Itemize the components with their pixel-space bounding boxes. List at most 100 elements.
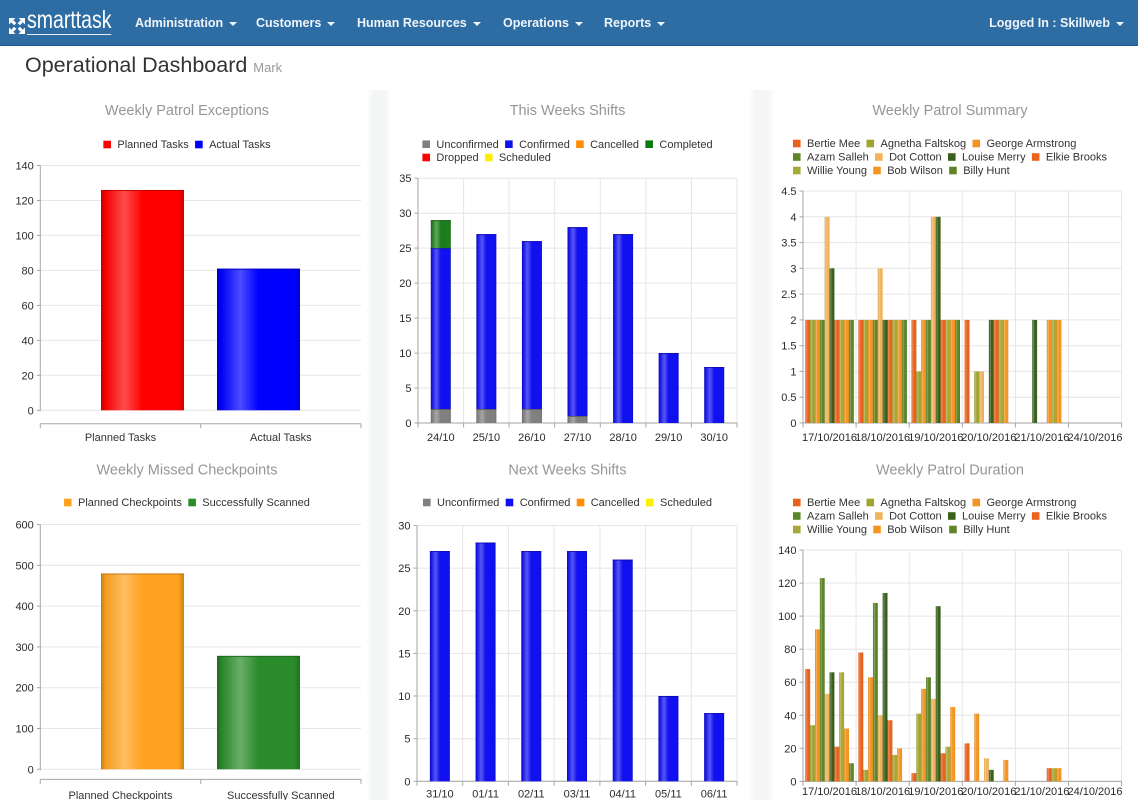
svg-text:21/10/2016: 21/10/2016 — [1014, 432, 1069, 444]
svg-text:140: 140 — [15, 161, 33, 173]
svg-text:Confirmed: Confirmed — [520, 497, 571, 509]
svg-text:Dot Cotton: Dot Cotton — [889, 152, 942, 164]
svg-text:Next Weeks Shifts: Next Weeks Shifts — [508, 463, 626, 479]
svg-text:20: 20 — [784, 743, 796, 755]
svg-text:15: 15 — [399, 313, 411, 325]
svg-text:Elkie Brooks: Elkie Brooks — [1046, 152, 1108, 164]
svg-text:10: 10 — [398, 691, 410, 703]
svg-text:80: 80 — [784, 644, 796, 656]
svg-text:3: 3 — [790, 263, 796, 275]
svg-text:120: 120 — [15, 196, 33, 208]
svg-text:30: 30 — [398, 521, 410, 533]
svg-text:Elkie Brooks: Elkie Brooks — [1046, 511, 1108, 523]
svg-text:19/10/2016: 19/10/2016 — [908, 432, 963, 444]
svg-text:Successfully Scanned: Successfully Scanned — [202, 497, 310, 509]
svg-text:0: 0 — [790, 776, 796, 788]
svg-text:19/10/2016: 19/10/2016 — [908, 786, 963, 798]
svg-text:Bob Wilson: Bob Wilson — [887, 524, 943, 536]
svg-text:3.5: 3.5 — [781, 238, 796, 250]
svg-text:0: 0 — [405, 418, 411, 430]
svg-text:120: 120 — [778, 578, 796, 590]
svg-text:Unconfirmed: Unconfirmed — [436, 139, 498, 151]
svg-text:100: 100 — [778, 611, 796, 623]
svg-text:Weekly Patrol Summary: Weekly Patrol Summary — [872, 103, 1028, 119]
svg-text:Planned Checkpoints: Planned Checkpoints — [78, 497, 182, 509]
svg-text:Dropped: Dropped — [436, 152, 478, 164]
svg-text:20: 20 — [399, 278, 411, 290]
svg-text:20/10/2016: 20/10/2016 — [961, 432, 1016, 444]
svg-text:5: 5 — [405, 383, 411, 395]
svg-text:17/10/2016: 17/10/2016 — [802, 432, 857, 444]
svg-text:25: 25 — [398, 563, 410, 575]
svg-text:300: 300 — [15, 642, 33, 654]
svg-text:Bob Wilson: Bob Wilson — [887, 165, 943, 177]
svg-text:18/10/2016: 18/10/2016 — [855, 432, 910, 444]
svg-text:Louise Merry: Louise Merry — [962, 511, 1026, 523]
svg-text:140: 140 — [778, 545, 796, 557]
svg-text:60: 60 — [784, 677, 796, 689]
svg-text:Scheduled: Scheduled — [499, 152, 551, 164]
svg-text:Azam Salleh: Azam Salleh — [807, 152, 869, 164]
svg-text:2: 2 — [790, 315, 796, 327]
svg-text:George Armstrong: George Armstrong — [987, 138, 1077, 150]
svg-text:05/11: 05/11 — [655, 788, 682, 800]
svg-text:Louise Merry: Louise Merry — [962, 152, 1026, 164]
svg-text:29/10: 29/10 — [655, 432, 683, 444]
svg-text:01/11: 01/11 — [472, 788, 499, 800]
svg-text:Weekly Patrol Exceptions: Weekly Patrol Exceptions — [105, 103, 269, 119]
svg-text:Successfully Scanned: Successfully Scanned — [227, 790, 335, 800]
svg-text:04/11: 04/11 — [609, 788, 636, 800]
svg-text:Weekly Missed Checkpoints: Weekly Missed Checkpoints — [96, 463, 277, 479]
svg-text:06/11: 06/11 — [701, 788, 728, 800]
svg-text:Planned Checkpoints: Planned Checkpoints — [69, 790, 173, 800]
svg-text:0: 0 — [404, 776, 410, 788]
svg-text:Weekly Patrol Duration: Weekly Patrol Duration — [876, 463, 1024, 479]
svg-text:28/10: 28/10 — [609, 432, 637, 444]
svg-text:Cancelled: Cancelled — [590, 139, 639, 151]
svg-text:80: 80 — [22, 265, 34, 277]
svg-text:Willie Young: Willie Young — [807, 524, 867, 536]
svg-text:100: 100 — [15, 724, 33, 736]
svg-text:0: 0 — [28, 764, 34, 776]
svg-text:1.5: 1.5 — [781, 341, 796, 353]
svg-text:Actual Tasks: Actual Tasks — [250, 432, 312, 444]
svg-text:02/11: 02/11 — [518, 788, 545, 800]
svg-text:This Weeks Shifts: This Weeks Shifts — [510, 103, 626, 119]
svg-text:Billy Hunt: Billy Hunt — [963, 524, 1009, 536]
svg-text:17/10/2016: 17/10/2016 — [802, 786, 857, 798]
svg-text:5: 5 — [404, 734, 410, 746]
svg-text:0: 0 — [790, 418, 796, 430]
svg-text:0: 0 — [28, 405, 34, 417]
svg-text:Cancelled: Cancelled — [591, 497, 640, 509]
svg-text:Billy Hunt: Billy Hunt — [963, 165, 1009, 177]
svg-text:4.5: 4.5 — [781, 186, 796, 198]
svg-text:Dot Cotton: Dot Cotton — [889, 511, 942, 523]
svg-text:20: 20 — [22, 370, 34, 382]
svg-text:4: 4 — [790, 212, 796, 224]
svg-text:24/10/2016: 24/10/2016 — [1067, 432, 1122, 444]
svg-text:40: 40 — [784, 710, 796, 722]
svg-text:Completed: Completed — [659, 139, 712, 151]
svg-text:20/10/2016: 20/10/2016 — [961, 786, 1016, 798]
svg-text:George Armstrong: George Armstrong — [987, 497, 1077, 509]
svg-text:Azam Salleh: Azam Salleh — [807, 511, 869, 523]
svg-text:Actual Tasks: Actual Tasks — [209, 139, 271, 151]
svg-text:1: 1 — [790, 366, 796, 378]
svg-text:60: 60 — [22, 300, 34, 312]
svg-text:2.5: 2.5 — [781, 289, 796, 301]
svg-text:Agnetha Faltskog: Agnetha Faltskog — [881, 138, 967, 150]
svg-text:Scheduled: Scheduled — [660, 497, 712, 509]
svg-text:10: 10 — [399, 348, 411, 360]
svg-text:Willie Young: Willie Young — [807, 165, 867, 177]
svg-text:0.5: 0.5 — [781, 392, 796, 404]
svg-text:40: 40 — [22, 335, 34, 347]
svg-text:600: 600 — [15, 520, 33, 532]
svg-text:Bertie Mee: Bertie Mee — [807, 497, 860, 509]
svg-text:27/10: 27/10 — [564, 432, 592, 444]
svg-text:Confirmed: Confirmed — [519, 139, 570, 151]
svg-text:03/11: 03/11 — [564, 788, 591, 800]
svg-text:26/10: 26/10 — [518, 432, 546, 444]
svg-text:25/10: 25/10 — [473, 432, 501, 444]
svg-text:24/10: 24/10 — [427, 432, 455, 444]
svg-text:100: 100 — [15, 230, 33, 242]
